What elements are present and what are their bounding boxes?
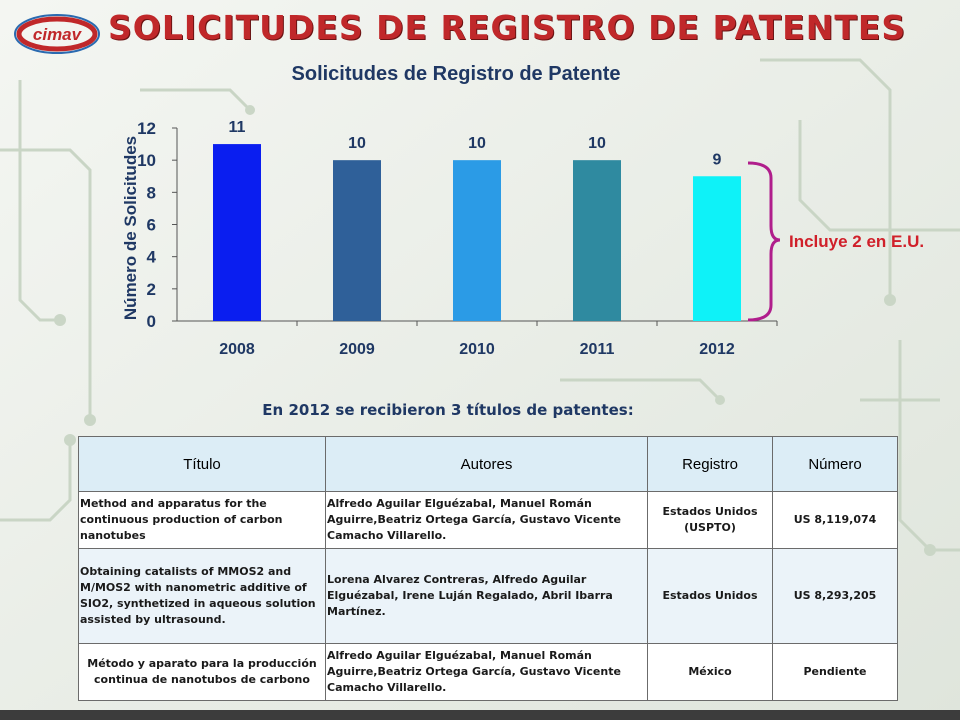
bottom-strip bbox=[0, 710, 960, 720]
y-tick-label: 10 bbox=[137, 151, 156, 170]
cell-registro: Estados Unidos (USPTO) bbox=[647, 491, 773, 549]
y-axis-label: Número de Solicitudes bbox=[121, 136, 140, 320]
logo-text: cimav bbox=[33, 25, 83, 44]
data-label-2009: 10 bbox=[348, 135, 366, 152]
table-subtitle: En 2012 se recibieron 3 títulos de paten… bbox=[262, 401, 634, 419]
x-tick-label-2010: 2010 bbox=[459, 341, 495, 358]
header-titulo: Título bbox=[78, 436, 326, 492]
chart-labels: 11 2008 10 2009 10 2010 10 2011 9 2012 bbox=[219, 119, 735, 358]
table-row: Method and apparatus for the continuous … bbox=[78, 491, 898, 549]
bar-2009 bbox=[333, 160, 381, 321]
y-tick-label: 4 bbox=[147, 248, 157, 267]
cell-titulo: Obtaining catalists of MMOS2 and M/MOS2 … bbox=[78, 548, 326, 644]
bar-2011 bbox=[573, 160, 621, 321]
bar-2010 bbox=[453, 160, 501, 321]
cell-titulo: Método y aparato para la producción cont… bbox=[78, 643, 326, 701]
cell-numero: US 8,293,205 bbox=[772, 548, 898, 644]
patents-table: Título Autores Registro Número Method an… bbox=[78, 436, 898, 701]
y-tick-label: 2 bbox=[147, 280, 156, 299]
cell-numero: US 8,119,074 bbox=[772, 491, 898, 549]
chart-title: Solicitudes de Registro de Patente bbox=[291, 63, 621, 85]
cell-titulo: Method and apparatus for the continuous … bbox=[78, 491, 326, 549]
y-tick-label: 0 bbox=[147, 312, 156, 331]
chart-bars bbox=[213, 144, 741, 321]
x-tick-label-2011: 2011 bbox=[580, 341, 615, 358]
cell-autores: Lorena Alvarez Contreras, Alfredo Aguila… bbox=[325, 548, 648, 644]
data-label-2010: 10 bbox=[468, 135, 486, 152]
data-label-2008: 11 bbox=[229, 119, 246, 136]
bracket-annotation bbox=[747, 161, 781, 322]
slide-title: SOLICITUDES DE REGISTRO DE PATENTES bbox=[108, 8, 907, 47]
header-registro: Registro bbox=[647, 436, 773, 492]
cell-numero: Pendiente bbox=[772, 643, 898, 701]
y-tick-label: 8 bbox=[147, 183, 156, 202]
cell-autores: Alfredo Aguilar Elguézabal, Manuel Román… bbox=[325, 491, 648, 549]
data-label-2011: 10 bbox=[588, 135, 606, 152]
cell-registro: Estados Unidos bbox=[647, 548, 773, 644]
y-tick-label: 6 bbox=[147, 216, 156, 235]
table-row: Método y aparato para la producción cont… bbox=[78, 643, 898, 701]
cell-registro: México bbox=[647, 643, 773, 701]
data-label-2012: 9 bbox=[713, 151, 722, 168]
chart-axes: 0 2 4 6 8 10 12 bbox=[137, 119, 778, 331]
x-tick-label-2009: 2009 bbox=[339, 341, 375, 358]
table-row: Obtaining catalists of MMOS2 and M/MOS2 … bbox=[78, 548, 898, 644]
header-autores: Autores bbox=[325, 436, 648, 492]
bar-2012 bbox=[693, 176, 741, 321]
table-header-row: Título Autores Registro Número bbox=[78, 436, 898, 492]
annotation-label: Incluye 2 en E.U. bbox=[789, 232, 925, 251]
bar-2008 bbox=[213, 144, 261, 321]
cell-autores: Alfredo Aguilar Elguézabal, Manuel Román… bbox=[325, 643, 648, 701]
x-tick-label-2012: 2012 bbox=[699, 341, 735, 358]
x-tick-label-2008: 2008 bbox=[219, 341, 255, 358]
y-tick-label: 12 bbox=[137, 119, 156, 138]
header-numero: Número bbox=[772, 436, 898, 492]
cimav-logo: cimav bbox=[14, 14, 100, 54]
